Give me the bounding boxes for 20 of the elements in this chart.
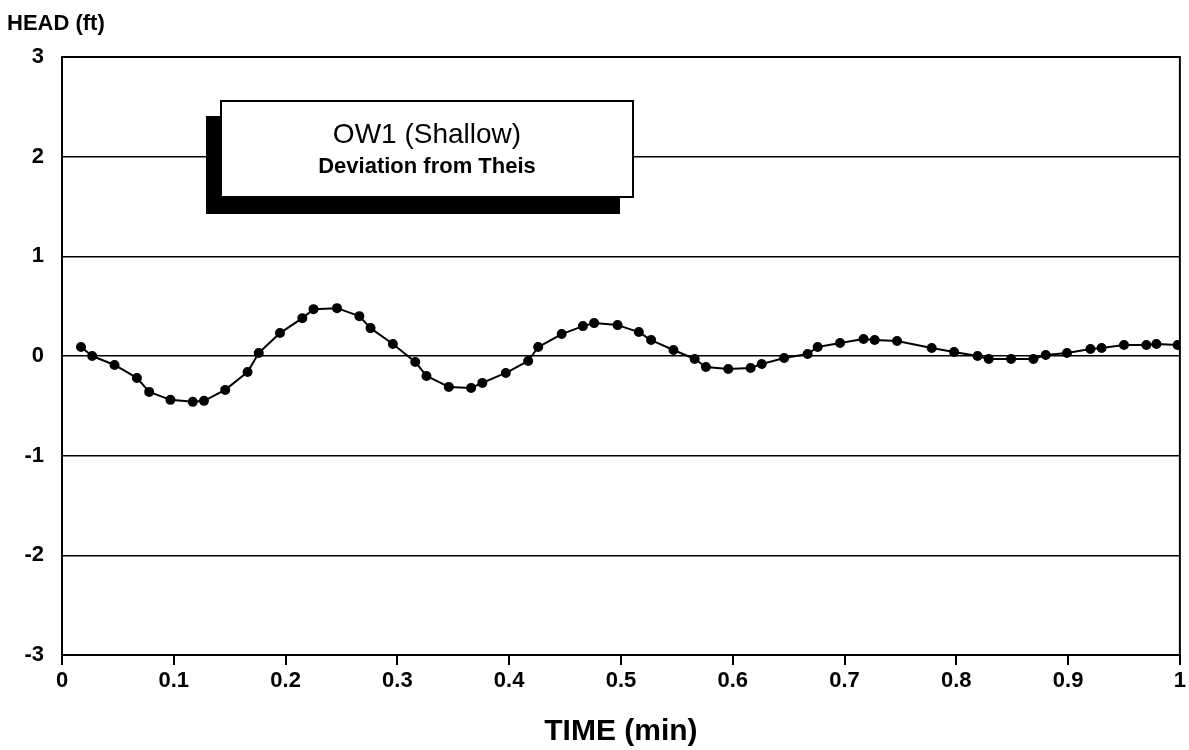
x-tick-label: 0.7: [829, 667, 860, 693]
y-tick-label: 1: [31, 242, 44, 268]
y-axis-title: HEAD (ft): [7, 10, 105, 36]
x-tick-label: 0.5: [605, 667, 637, 693]
x-tick-label: 0.2: [270, 667, 301, 693]
x-tick-label: 0.8: [941, 667, 972, 693]
y-tick-label: -3: [24, 641, 44, 667]
y-tick-label: 2: [31, 142, 44, 168]
x-tick-label: 1: [1173, 667, 1187, 693]
x-tick-label: 0: [55, 667, 69, 693]
y-tick-label: -2: [24, 541, 44, 567]
x-tick-label: 0.1: [158, 667, 190, 693]
y-tick-label: -1: [24, 441, 44, 467]
x-axis-title: TIME (min): [544, 713, 698, 747]
y-tick-label: 3: [31, 43, 44, 69]
x-tick-label: 0.4: [493, 667, 526, 693]
x-tick-label: 0.9: [1052, 667, 1084, 693]
x-tick-label: 0.6: [717, 667, 749, 693]
y-tick-label: 0: [31, 342, 44, 368]
x-tick-label: 0.3: [382, 667, 413, 693]
